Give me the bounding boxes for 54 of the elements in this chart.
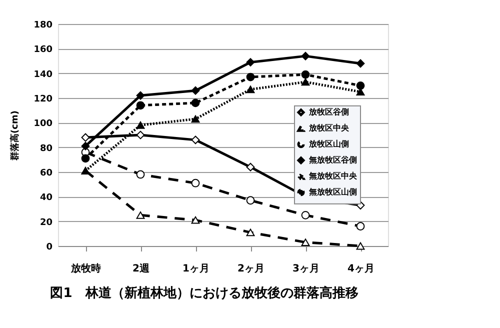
- point: [356, 81, 365, 90]
- point: [191, 178, 200, 188]
- text: 図1 林道（新植林地）における放牧後の群落高推移: [50, 285, 358, 301]
- y-tick-label: 80: [40, 144, 52, 154]
- y-tick-label: 60: [40, 168, 52, 178]
- point: [356, 222, 365, 230]
- point: [191, 86, 200, 95]
- y-tick-label: 120: [34, 94, 52, 104]
- point: [136, 91, 145, 100]
- y-tick-label: 160: [34, 45, 52, 56]
- point: [136, 130, 145, 140]
- legend-label: 無放牧区中央: [308, 171, 358, 180]
- x-tick-label: 1ヶ月: [182, 264, 210, 274]
- point: [191, 115, 200, 123]
- y-axis-title: 群落高(cm): [10, 110, 21, 162]
- y-tick-label: 100: [34, 119, 52, 130]
- y-tick-label: 180: [34, 20, 52, 30]
- point: [136, 211, 145, 219]
- x-tick-label: 放牧時: [70, 262, 101, 274]
- point: [81, 154, 90, 163]
- point: [301, 70, 310, 79]
- point: [136, 101, 145, 110]
- point: [246, 72, 255, 82]
- x-tick-label: 3ヶ月: [292, 264, 320, 274]
- y-tick-label: 20: [40, 218, 52, 228]
- point: [246, 86, 255, 94]
- point: [246, 196, 255, 205]
- point: [356, 59, 365, 68]
- point: [136, 170, 145, 179]
- legend-label: 放牧区中央: [308, 123, 350, 132]
- point: [136, 121, 145, 129]
- point: [246, 162, 255, 172]
- point: [246, 228, 255, 236]
- point: [301, 52, 310, 60]
- point: [301, 78, 310, 86]
- x-tick-label: 4ヶ月: [348, 264, 374, 274]
- legend-label: 放牧区山側: [308, 139, 349, 148]
- x-tick-label: 2週: [132, 262, 150, 274]
- y-tick-label: 140: [34, 70, 52, 80]
- legend-label: 放牧区谷側: [308, 107, 349, 116]
- point: [81, 133, 90, 142]
- point: [81, 142, 90, 150]
- point: [246, 58, 255, 66]
- point: [191, 136, 200, 144]
- point: [191, 98, 200, 108]
- point: [301, 210, 310, 220]
- legend-label: 無放牧区谷側: [308, 155, 357, 164]
- y-tick-label: 0: [46, 242, 52, 252]
- x-tick-label: 2ヶ月: [238, 264, 264, 274]
- point: [301, 238, 310, 246]
- y-tick-label: 40: [40, 193, 52, 204]
- point: [356, 242, 365, 250]
- point: [191, 216, 200, 224]
- legend-label: 無放牧区山側: [308, 187, 357, 196]
